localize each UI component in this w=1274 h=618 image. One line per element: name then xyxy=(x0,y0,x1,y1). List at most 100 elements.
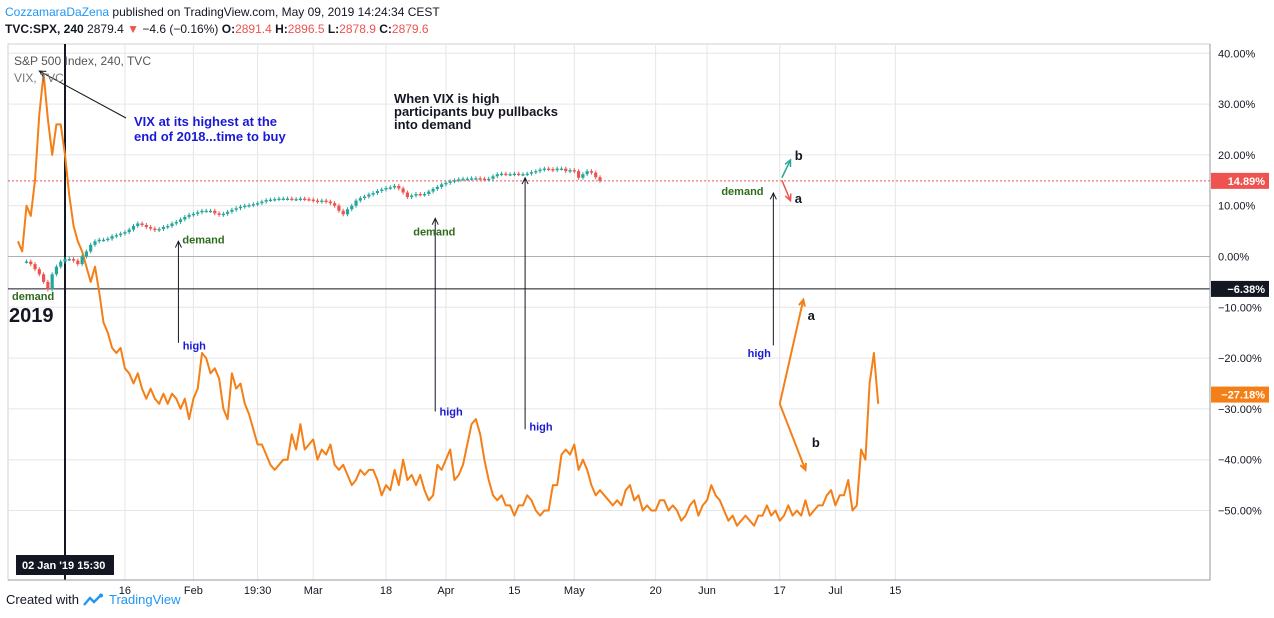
vix-projection-b-arrow xyxy=(778,403,807,471)
demand-label: demand xyxy=(12,291,54,303)
down-triangle-icon: ▼ xyxy=(127,22,139,36)
x-tick-label: Feb xyxy=(184,585,203,597)
candle-body xyxy=(303,198,307,200)
price-label-box xyxy=(1211,172,1269,189)
vix-projection-b-arrow-head xyxy=(799,462,807,473)
low-label: L: xyxy=(327,22,340,36)
candle-body xyxy=(474,178,478,180)
x-tick-label: Mar xyxy=(304,585,323,597)
x-tick-label: 16 xyxy=(119,585,131,597)
candle-body xyxy=(170,223,174,227)
candle-body xyxy=(534,171,538,173)
created-with-text: Created with xyxy=(6,592,79,607)
callout-demand-note: When VIX is high xyxy=(394,91,500,106)
footer: Created with TradingView xyxy=(6,592,181,607)
callout-demand-note: into demand xyxy=(394,117,471,132)
open-value: 2891.4 xyxy=(235,22,272,36)
candle-body xyxy=(440,184,444,187)
candle-body xyxy=(149,227,153,229)
y-tick-label: 40.00% xyxy=(1218,48,1256,60)
close-value: 2879.6 xyxy=(391,22,429,36)
candle-body xyxy=(499,173,504,176)
candle-body xyxy=(457,179,461,181)
price-label: −27.18% xyxy=(1221,390,1265,402)
x-tick-label: 15 xyxy=(508,585,520,597)
demand-label: demand xyxy=(413,226,455,238)
candle-body xyxy=(97,239,101,242)
y-tick-label: −50.00% xyxy=(1218,506,1262,518)
candle-body xyxy=(101,239,106,242)
candle-body xyxy=(525,173,529,176)
price-label: 14.89% xyxy=(1228,176,1266,188)
candle-body xyxy=(238,206,243,209)
high-label: high xyxy=(440,406,463,418)
candle-body xyxy=(585,171,589,175)
author-link[interactable]: CozzamaraDaZena xyxy=(5,5,110,19)
demand-label: demand xyxy=(182,234,224,246)
tradingview-brand-link[interactable]: TradingView xyxy=(108,592,181,607)
close-label: C: xyxy=(379,22,392,36)
last-price: 2879.4 xyxy=(87,22,124,36)
high-label: high xyxy=(183,340,206,352)
x-cursor-label: 02 Jan '19 15:30 xyxy=(22,560,105,572)
vix-projection-a-arrow-head xyxy=(798,297,806,307)
high-label: H: xyxy=(275,22,288,36)
candle-body xyxy=(418,194,422,196)
publish-line: CozzamaraDaZena published on TradingView… xyxy=(5,5,440,19)
candle-body xyxy=(568,170,572,172)
candle-body xyxy=(367,194,371,197)
y-tick-label: −10.00% xyxy=(1218,302,1262,314)
ohlc-line: TVC:SPX, 240 2879.4 ▼ −4.6 (−0.16%) O:28… xyxy=(5,22,429,36)
projection-a-label: a xyxy=(795,191,803,206)
candle-body xyxy=(114,235,118,237)
candle-body xyxy=(551,169,555,171)
annotation-arrows xyxy=(38,70,807,473)
candle-body xyxy=(268,199,273,202)
candle-body xyxy=(350,205,354,210)
candle-body xyxy=(401,188,405,193)
candle-body xyxy=(140,223,144,226)
candle-body xyxy=(422,194,427,196)
candle-body xyxy=(63,259,67,262)
candle-body xyxy=(127,229,131,233)
candle-body xyxy=(358,198,362,201)
spx-projection-a-arrow xyxy=(781,180,792,201)
candle-body xyxy=(208,210,213,213)
high-value: 2896.5 xyxy=(287,22,325,36)
candle-body xyxy=(504,173,508,176)
chart-title: S&P 500 Index, 240, TVC xyxy=(14,54,151,68)
chart-subtitle: VIX, TVC xyxy=(14,71,64,85)
axes: 40.00% 30.00% 20.00% 10.00% 0.00% −10.00% −20.… xyxy=(8,44,1269,597)
spx-projection-a-arrow-head xyxy=(784,193,792,203)
candle-body xyxy=(375,190,380,193)
candle-body xyxy=(29,261,33,265)
candle-body xyxy=(384,187,388,190)
demand-arrow-head xyxy=(174,240,182,248)
x-tick-label: Jul xyxy=(828,585,842,597)
candle-body xyxy=(89,244,93,252)
candle-body xyxy=(196,212,200,214)
candle-body xyxy=(153,228,157,231)
candle-body xyxy=(397,185,401,189)
candle-body xyxy=(183,216,187,220)
candle-body xyxy=(307,199,311,201)
candle-body xyxy=(448,181,452,183)
candle-body xyxy=(405,192,409,198)
candle-body xyxy=(136,223,140,227)
candle-body xyxy=(217,213,221,215)
candle-body xyxy=(260,201,264,204)
x-tick-label: Jun xyxy=(698,585,716,597)
candle-body xyxy=(123,232,127,234)
x-tick-label: 18 xyxy=(380,585,392,597)
candle-body xyxy=(555,168,559,171)
candle-body xyxy=(495,174,499,177)
y-tick-label: 0.00% xyxy=(1218,252,1249,264)
candle-body xyxy=(482,178,487,181)
candle-body xyxy=(341,210,345,215)
candle-body xyxy=(46,281,50,290)
x-cursor-box xyxy=(16,555,114,575)
candle-body xyxy=(324,200,328,203)
vix-projection-a-arrow xyxy=(778,299,805,405)
demand-arrow-head xyxy=(769,191,777,200)
callout-vix-highest: end of 2018...time to buy xyxy=(134,129,286,144)
